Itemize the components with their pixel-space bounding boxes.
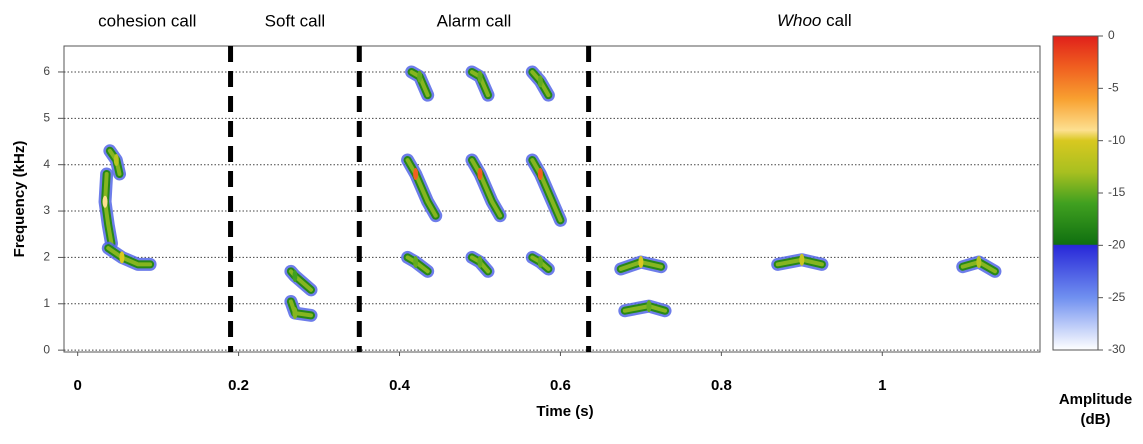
y-tick-label: 4 <box>43 157 50 171</box>
y-tick-label: 5 <box>43 110 50 124</box>
colorbar-tick-label: -30 <box>1108 342 1126 356</box>
contour-peak <box>537 75 543 88</box>
contour-peak <box>113 154 119 167</box>
contour-peak <box>646 300 652 313</box>
section-label: cohesion call <box>98 11 196 30</box>
contour-peak <box>119 251 125 264</box>
contour-peak <box>477 70 483 83</box>
x-axis-title: Time (s) <box>536 403 593 420</box>
x-tick-label: 0.8 <box>711 377 732 394</box>
colorbar-tick-label: -10 <box>1108 133 1126 147</box>
contour-peak <box>477 167 483 180</box>
contour-peak <box>292 269 298 282</box>
contour-peak <box>292 307 298 320</box>
colorbar-tick-label: -25 <box>1108 290 1126 304</box>
y-axis-title: Frequency (kHz) <box>11 141 28 258</box>
contour-peak <box>413 167 419 180</box>
y-tick-label: 1 <box>43 296 50 310</box>
section-label: Whoo call <box>777 11 852 30</box>
contour-peak <box>102 195 108 208</box>
x-tick-label: 0.6 <box>550 377 571 394</box>
colorbar-tick-label: 0 <box>1108 28 1115 42</box>
colorbar-tick-label: -20 <box>1108 238 1126 252</box>
colorbar-tick-label: -5 <box>1108 81 1119 95</box>
contour-peak <box>799 253 805 266</box>
contour-core <box>405 158 438 218</box>
section-label: Soft call <box>265 11 325 30</box>
contour-core <box>106 246 153 267</box>
colorbar-title: Amplitude (dB) <box>1058 391 1133 428</box>
colorbar <box>1052 35 1099 351</box>
contour-core <box>530 158 563 223</box>
x-tick-label: 0 <box>74 377 82 394</box>
x-tick-label: 1 <box>878 377 886 394</box>
contour-peak <box>477 256 483 269</box>
contour-peak <box>976 256 982 269</box>
contour-core <box>103 171 114 246</box>
contour-peak <box>417 70 423 83</box>
contour-peak <box>537 167 543 180</box>
y-tick-label: 0 <box>43 342 50 356</box>
y-tick-label: 6 <box>43 64 50 78</box>
x-tick-label: 0.2 <box>228 377 249 394</box>
y-tick-label: 2 <box>43 250 50 264</box>
contour-peak <box>537 256 543 269</box>
colorbar-tick-label: -15 <box>1108 185 1126 199</box>
contour-peak <box>413 256 419 269</box>
x-tick-label: 0.4 <box>389 377 411 394</box>
contour-peak <box>638 256 644 269</box>
section-label: Alarm call <box>437 11 512 30</box>
contour-core <box>469 158 503 218</box>
y-tick-label: 3 <box>43 203 50 217</box>
